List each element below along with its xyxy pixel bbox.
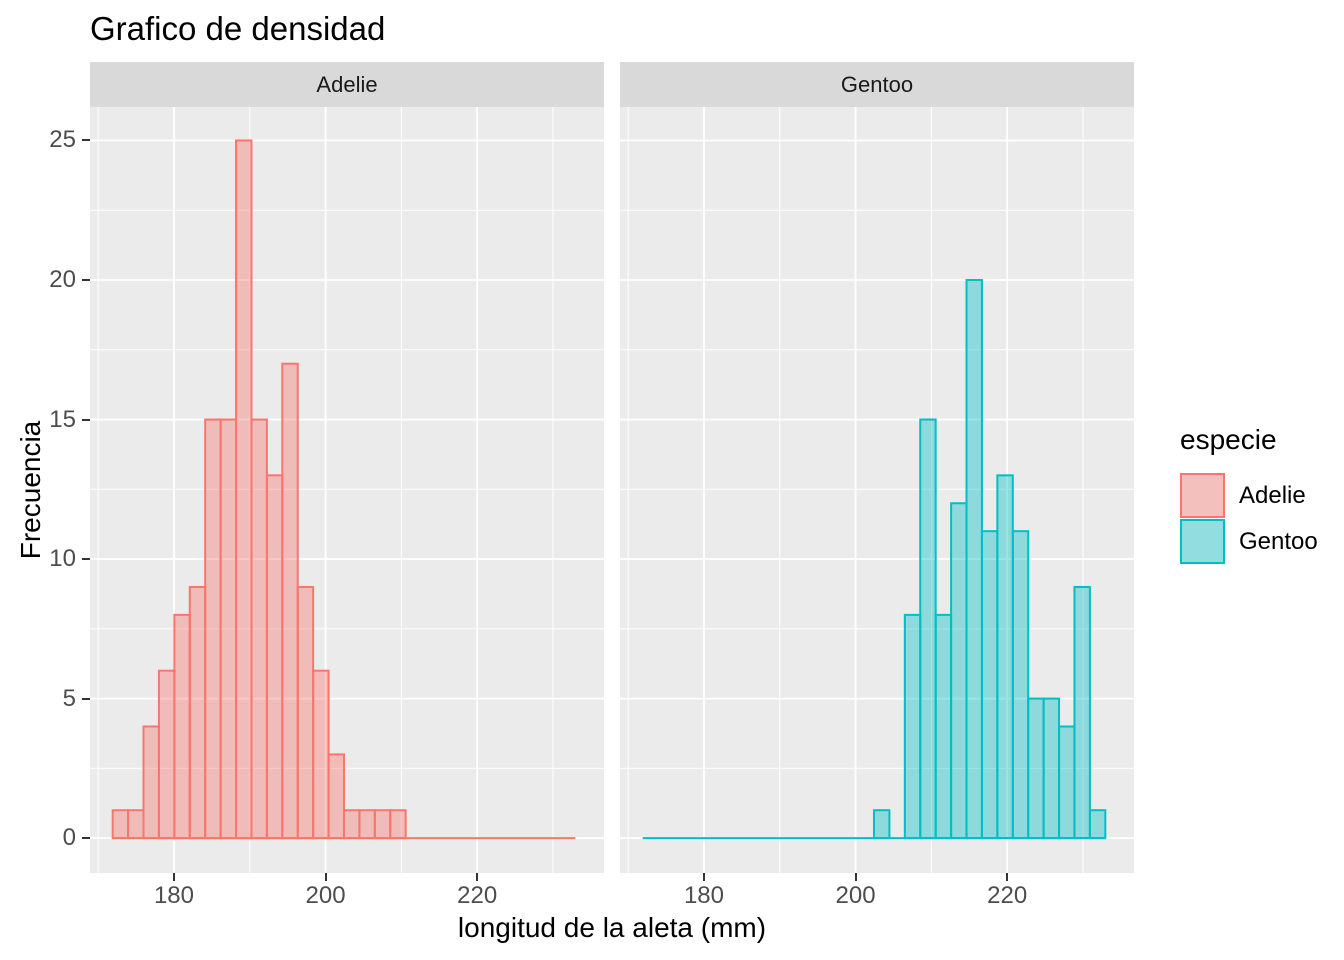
legend-label-gentoo: Gentoo — [1239, 527, 1318, 555]
histogram-bar — [980, 530, 999, 840]
legend-title: especie — [1180, 424, 1277, 455]
histogram-bar — [389, 809, 407, 840]
histogram-bar — [250, 418, 268, 840]
y-axis-title: Frecuencia — [15, 420, 46, 560]
y-axis-tick-mark — [82, 837, 90, 840]
x-axis-title: longitud de la aleta (mm) — [457, 912, 767, 943]
x-axis-tick-label: 180 — [153, 882, 194, 909]
x-axis-tick-mark — [1006, 873, 1009, 881]
x-axis-tick-label: 180 — [683, 882, 724, 909]
y-axis-tick-mark — [82, 139, 90, 142]
x-axis-tick-label: 200 — [835, 882, 876, 909]
y-axis-tick-label: 20 — [49, 266, 76, 293]
plot-title: Grafico de densidad — [90, 10, 386, 47]
histogram-bar — [1042, 697, 1061, 840]
histogram-bar — [219, 418, 238, 840]
y-axis-tick-label: 15 — [49, 405, 76, 433]
histogram-bar — [342, 809, 361, 840]
histogram-bar — [1073, 585, 1091, 840]
legend-swatch-gentoo — [1180, 519, 1225, 564]
legend-item-gentoo: Gentoo — [1180, 519, 1344, 564]
facet-panel-gentoo — [620, 107, 1134, 873]
histogram-bar — [1011, 530, 1030, 840]
y-axis-tick-label: 10 — [49, 545, 76, 573]
histogram-bar — [903, 613, 922, 840]
facet-strip-adelie: Adelie — [90, 62, 604, 107]
histogram-bar — [1027, 697, 1045, 840]
histogram-bar — [950, 502, 968, 840]
x-axis-tick-mark — [476, 873, 479, 881]
panel-canvas — [620, 107, 1134, 873]
x-axis-tick-mark — [854, 873, 857, 881]
histogram-bar — [265, 474, 284, 840]
y-axis-tick-label: 5 — [62, 684, 76, 712]
x-axis-tick-mark — [702, 873, 705, 881]
histogram-bar — [111, 809, 130, 840]
y-axis-tick-mark — [82, 697, 90, 700]
histogram-bar — [1058, 725, 1076, 840]
histogram-bar — [296, 585, 315, 840]
legend-item-adelie: Adelie — [1180, 473, 1344, 518]
histogram-bar — [127, 809, 145, 840]
x-axis-tick-mark — [172, 873, 175, 881]
histogram-bar — [872, 809, 891, 840]
x-axis-tick-mark — [324, 873, 327, 881]
x-axis-tick-label: 220 — [457, 882, 498, 909]
histogram-bar — [188, 585, 207, 840]
histogram-bar — [965, 279, 983, 840]
x-axis-tick-label: 200 — [305, 882, 346, 909]
histogram-bar — [312, 669, 330, 840]
legend-key-adelie — [1180, 473, 1225, 518]
legend-label-adelie: Adelie — [1239, 481, 1306, 509]
facet-panel-adelie — [90, 107, 604, 873]
histogram-bar — [934, 613, 953, 840]
y-axis-tick-mark — [82, 279, 90, 281]
y-axis-tick-label: 25 — [49, 126, 76, 154]
histogram-bar — [373, 809, 392, 840]
histogram-bar — [204, 418, 222, 840]
facet-strip-gentoo: Gentoo — [620, 62, 1134, 107]
y-axis-tick-mark — [82, 558, 90, 561]
histogram-bar — [281, 362, 299, 840]
y-axis-tick-label: 0 — [62, 824, 76, 852]
legend-key-gentoo — [1180, 519, 1225, 564]
y-axis-tick-mark — [82, 418, 90, 421]
histogram-bar — [358, 809, 376, 840]
histogram-bar — [327, 753, 345, 840]
histogram-bar — [173, 613, 191, 840]
histogram-bar — [1088, 809, 1107, 840]
histogram-bar — [157, 669, 176, 840]
facet-strip-adelie-label: Adelie — [316, 71, 378, 97]
panel-canvas — [90, 107, 604, 873]
x-axis-tick-label: 220 — [987, 882, 1028, 909]
legend-swatch-adelie — [1180, 473, 1225, 518]
histogram-bar — [996, 474, 1014, 840]
facet-strip-gentoo-label: Gentoo — [840, 71, 914, 97]
histogram-bar — [142, 725, 160, 840]
legend: especie Adelie Gentoo — [1180, 424, 1344, 565]
histogram-bar — [919, 418, 937, 840]
histogram-bar — [235, 139, 253, 840]
